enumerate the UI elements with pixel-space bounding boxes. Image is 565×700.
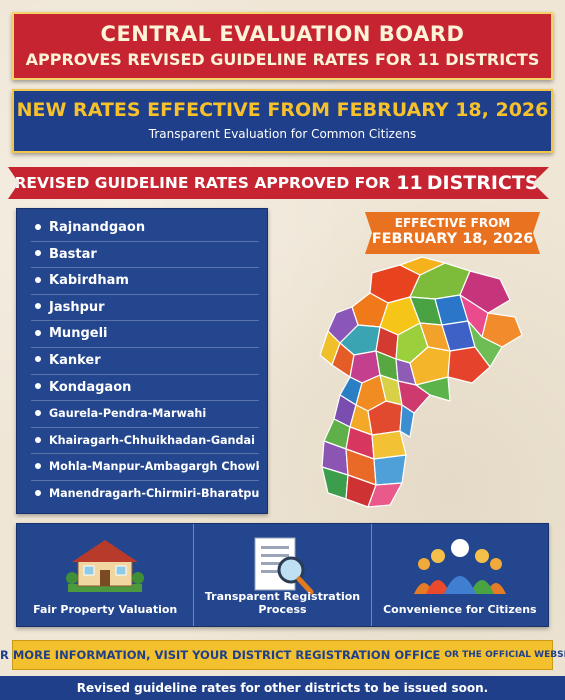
people-group-icon	[413, 539, 506, 594]
ribbon-text: REVISED GUIDELINE RATES APPROVED FOR	[14, 174, 391, 192]
map-region	[415, 376, 451, 402]
bullet-icon	[35, 276, 41, 283]
bullet-icon	[35, 329, 41, 336]
bullet-icon	[35, 463, 41, 470]
effective-tag-line2: FEBRUARY 18, 2026	[371, 231, 534, 247]
info-main-text: FOR MORE INFORMATION, VISIT YOUR DISTRIC…	[0, 648, 441, 662]
district-item: Khairagarh-Chhuikhadan-Gandai	[31, 428, 259, 455]
map-region	[481, 312, 523, 348]
district-item: Bastar	[31, 242, 259, 269]
districts-ribbon: REVISED GUIDELINE RATES APPROVED FOR 11 …	[8, 167, 549, 199]
bullet-icon	[35, 410, 41, 417]
district-list: Rajnandgaon Bastar Kabirdham Jashpur Mun…	[17, 215, 267, 508]
bullet-icon	[35, 303, 41, 310]
district-list-panel: Rajnandgaon Bastar Kabirdham Jashpur Mun…	[16, 208, 268, 514]
poster-title: CENTRAL EVALUATION BOARD	[100, 22, 465, 46]
bullet-icon	[35, 250, 41, 257]
house-icon	[66, 540, 145, 592]
bullet-icon	[35, 383, 41, 390]
district-item: Rajnandgaon	[31, 215, 259, 242]
map-region	[399, 404, 415, 438]
map-region	[373, 454, 407, 486]
footer-text: Revised guideline rates for other distri…	[76, 681, 489, 695]
header-banner: CENTRAL EVALUATION BOARD APPROVES REVISE…	[12, 12, 553, 80]
map-region	[447, 346, 491, 384]
footer-bar: Revised guideline rates for other distri…	[0, 676, 565, 700]
map-region	[397, 380, 431, 414]
feature-fair-valuation: Fair Property Valuation	[17, 524, 193, 626]
map-region	[399, 256, 446, 276]
features-panel: Fair Property Valuation Transparent Regi…	[16, 523, 549, 627]
map-region	[367, 482, 403, 508]
feature-transparent-registration: Transparent Registration Process	[193, 524, 370, 626]
bullet-icon	[35, 436, 41, 443]
bullet-icon	[35, 489, 41, 496]
effective-from-tag: EFFECTIVE FROM FEBRUARY 18, 2026	[365, 212, 540, 254]
info-small-text: OR THE OFFICIAL WEBSITE.	[444, 650, 565, 660]
district-item: Mungeli	[31, 321, 259, 348]
district-item: Mohla-Manpur-Ambagargh Chowki	[31, 454, 259, 481]
district-item: Gaurela-Pendra-Marwahi	[31, 401, 259, 428]
district-item: Manendragarh-Chirmiri-Bharatpur	[31, 481, 259, 508]
ribbon-count: 11	[396, 172, 423, 194]
feature-citizen-convenience: Convenience for Citizens	[370, 524, 548, 626]
district-item: Kanker	[31, 348, 259, 375]
tagline: Transparent Evaluation for Common Citize…	[148, 127, 417, 141]
info-bar: FOR MORE INFORMATION, VISIT YOUR DISTRIC…	[0, 640, 565, 670]
feature-label: Fair Property Valuation	[33, 603, 178, 616]
bullet-icon	[35, 356, 41, 363]
district-item: Kabirdham	[31, 268, 259, 295]
effective-date-headline: NEW RATES EFFECTIVE FROM FEBRUARY 18, 20…	[16, 99, 549, 121]
district-item: Kondagaon	[31, 375, 259, 402]
district-map-graphic	[319, 256, 523, 508]
map-region	[371, 430, 407, 460]
feature-label: Convenience for Citizens	[383, 603, 537, 616]
date-banner: NEW RATES EFFECTIVE FROM FEBRUARY 18, 20…	[12, 89, 553, 153]
bullet-icon	[35, 223, 41, 230]
effective-tag-line1: EFFECTIVE FROM	[394, 216, 511, 230]
poster-subtitle: APPROVES REVISED GUIDELINE RATES FOR 11 …	[25, 50, 540, 69]
document-magnifier-icon	[254, 537, 314, 595]
feature-label: Transparent Registration Process	[204, 590, 361, 616]
district-item: Jashpur	[31, 295, 259, 322]
ribbon-suffix: DISTRICTS	[426, 172, 539, 194]
map-region	[467, 320, 503, 368]
